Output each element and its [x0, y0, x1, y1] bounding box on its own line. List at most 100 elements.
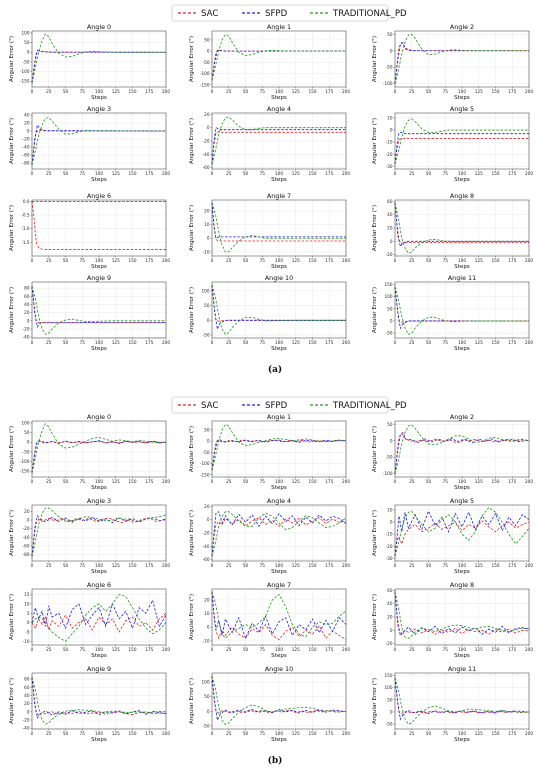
y-axis-label: Angular Error (°): [189, 426, 195, 472]
plot-frame: [31, 420, 167, 478]
subplot: Angle 6 0 25 50 75 100 125 150 175 200 -10 -5 0 5 10 15…: [9, 581, 170, 659]
x-tick-label: 175: [145, 731, 153, 736]
subplot-title: Angle 5: [450, 105, 474, 113]
x-tick-label: 75: [443, 258, 449, 263]
x-tick-label: 75: [260, 563, 266, 568]
y-tick-label: 50: [24, 430, 30, 435]
series-line-sfpd: [211, 675, 347, 722]
x-axis-label: Steps: [91, 569, 107, 575]
y-tick-label: -100: [200, 71, 210, 76]
x-tick-label: 25: [226, 563, 232, 568]
plot-frame: [394, 199, 530, 257]
x-tick-label: 125: [112, 563, 120, 568]
y-axis-label: Angular Error (°): [9, 118, 15, 164]
subplot: Angle 100 25 50 75 100 125 150 175 200-50050100S…: [189, 274, 350, 352]
x-tick-label: 75: [443, 647, 449, 652]
x-tick-label: 200: [162, 258, 170, 263]
x-tick-label: 150: [309, 171, 317, 176]
series-line-sfpd: [211, 439, 347, 471]
x-tick-label: 150: [492, 647, 500, 652]
series-line-traditional-pd: [211, 591, 347, 639]
x-tick-label: 175: [145, 340, 153, 345]
panel-caption: (b): [268, 755, 283, 766]
y-axis-label: Angular Error (°): [372, 426, 378, 472]
series-line-sac: [394, 677, 530, 714]
y-tick-label: -60: [203, 165, 210, 170]
x-tick-label: 50: [426, 647, 432, 652]
x-tick-label: 25: [46, 647, 52, 652]
plot-frame: [394, 420, 530, 478]
x-tick-label: 200: [342, 731, 350, 736]
y-tick-label: 50: [387, 422, 393, 427]
x-tick-label: 0: [31, 479, 34, 484]
series-line-sfpd: [394, 591, 530, 637]
x-tick-label: 25: [46, 89, 52, 94]
legend-entry: TRADITIONAL_PD: [332, 401, 407, 411]
subplot-title: Angle 0: [87, 23, 111, 31]
x-tick-label: 100: [275, 479, 283, 484]
y-tick-label: -50: [203, 60, 210, 65]
x-axis-label: Steps: [91, 95, 107, 101]
x-tick-label: 125: [112, 479, 120, 484]
x-tick-label: 50: [243, 479, 249, 484]
x-tick-label: 175: [508, 89, 516, 94]
x-tick-label: 150: [309, 731, 317, 736]
y-axis-label: Angular Error (°): [189, 287, 195, 333]
y-tick-label: -150: [200, 472, 210, 477]
series-line-traditional-pd: [394, 118, 529, 165]
series-line-sfpd: [211, 511, 347, 557]
y-tick-label: 50: [204, 427, 210, 432]
y-tick-label: -10: [386, 140, 393, 145]
y-axis-label: Angular Error (°): [189, 510, 195, 556]
y-tick-label: -30: [386, 556, 393, 561]
y-tick-label: 10: [204, 222, 210, 227]
x-tick-label: 0: [394, 171, 397, 176]
y-tick-label: -20: [23, 137, 30, 142]
x-tick-label: 175: [325, 563, 333, 568]
legend-entry: SAC: [201, 9, 218, 19]
plot-frame: [211, 588, 347, 646]
x-tick-label: 200: [525, 171, 533, 176]
subplot: Angle 9 0 25 50 75 100 125 150 175 200 -40 -20 0 20 40…: [9, 665, 170, 743]
series-line-sfpd: [31, 677, 167, 720]
series-line-sac: [394, 520, 530, 557]
legend-entry: SFPD: [265, 401, 288, 411]
legend-entry: SAC: [201, 401, 218, 411]
x-tick-label: 200: [525, 647, 533, 652]
x-tick-label: 125: [292, 89, 300, 94]
series-line-sfpd: [394, 677, 530, 721]
subplot-title: Angle 5: [450, 497, 474, 505]
plot-frame: [211, 504, 347, 562]
x-tick-label: 75: [443, 479, 449, 484]
series-line-sac: [31, 517, 167, 557]
series-line-sac: [31, 201, 166, 250]
series-line-sfpd: [31, 440, 167, 474]
y-tick-label: 0: [27, 518, 30, 523]
y-tick-label: 20: [24, 121, 30, 126]
y-tick-label: -10: [203, 638, 210, 643]
y-axis-label: Angular Error (°): [372, 594, 378, 640]
panel-a: SAC SFPD TRADITIONAL_PD (a) Angle 0 0 25 50 75 10…: [9, 4, 533, 375]
subplot: Angle 1 0 25 50 75 100 125 150 175 200 -150 -100 -50…: [189, 413, 350, 491]
x-axis-label: Steps: [454, 177, 470, 183]
x-tick-label: 100: [458, 479, 466, 484]
x-tick-label: 150: [492, 171, 500, 176]
y-tick-label: 150: [385, 673, 393, 678]
y-axis-label: Angular Error (°): [189, 36, 195, 82]
plot-frame: [31, 281, 167, 339]
x-tick-label: 100: [458, 258, 466, 263]
y-tick-label: -100: [383, 471, 393, 476]
series-line-sac: [31, 440, 167, 474]
x-axis-label: Steps: [271, 346, 287, 352]
x-tick-label: 175: [325, 647, 333, 652]
series-line-sac: [394, 432, 530, 474]
x-tick-label: 0: [394, 479, 397, 484]
y-tick-label: -40: [203, 152, 210, 157]
x-tick-label: 0: [211, 258, 214, 263]
y-tick-label: -50: [386, 331, 393, 336]
subplot-title: Angle 10: [265, 665, 293, 673]
series-line-traditional-pd: [394, 591, 530, 639]
x-tick-label: 50: [426, 563, 432, 568]
subplot: Angle 80 25 50 75 100 125 150 175 200-200204060S…: [372, 192, 533, 270]
subplot-title: Angle 9: [87, 665, 111, 673]
